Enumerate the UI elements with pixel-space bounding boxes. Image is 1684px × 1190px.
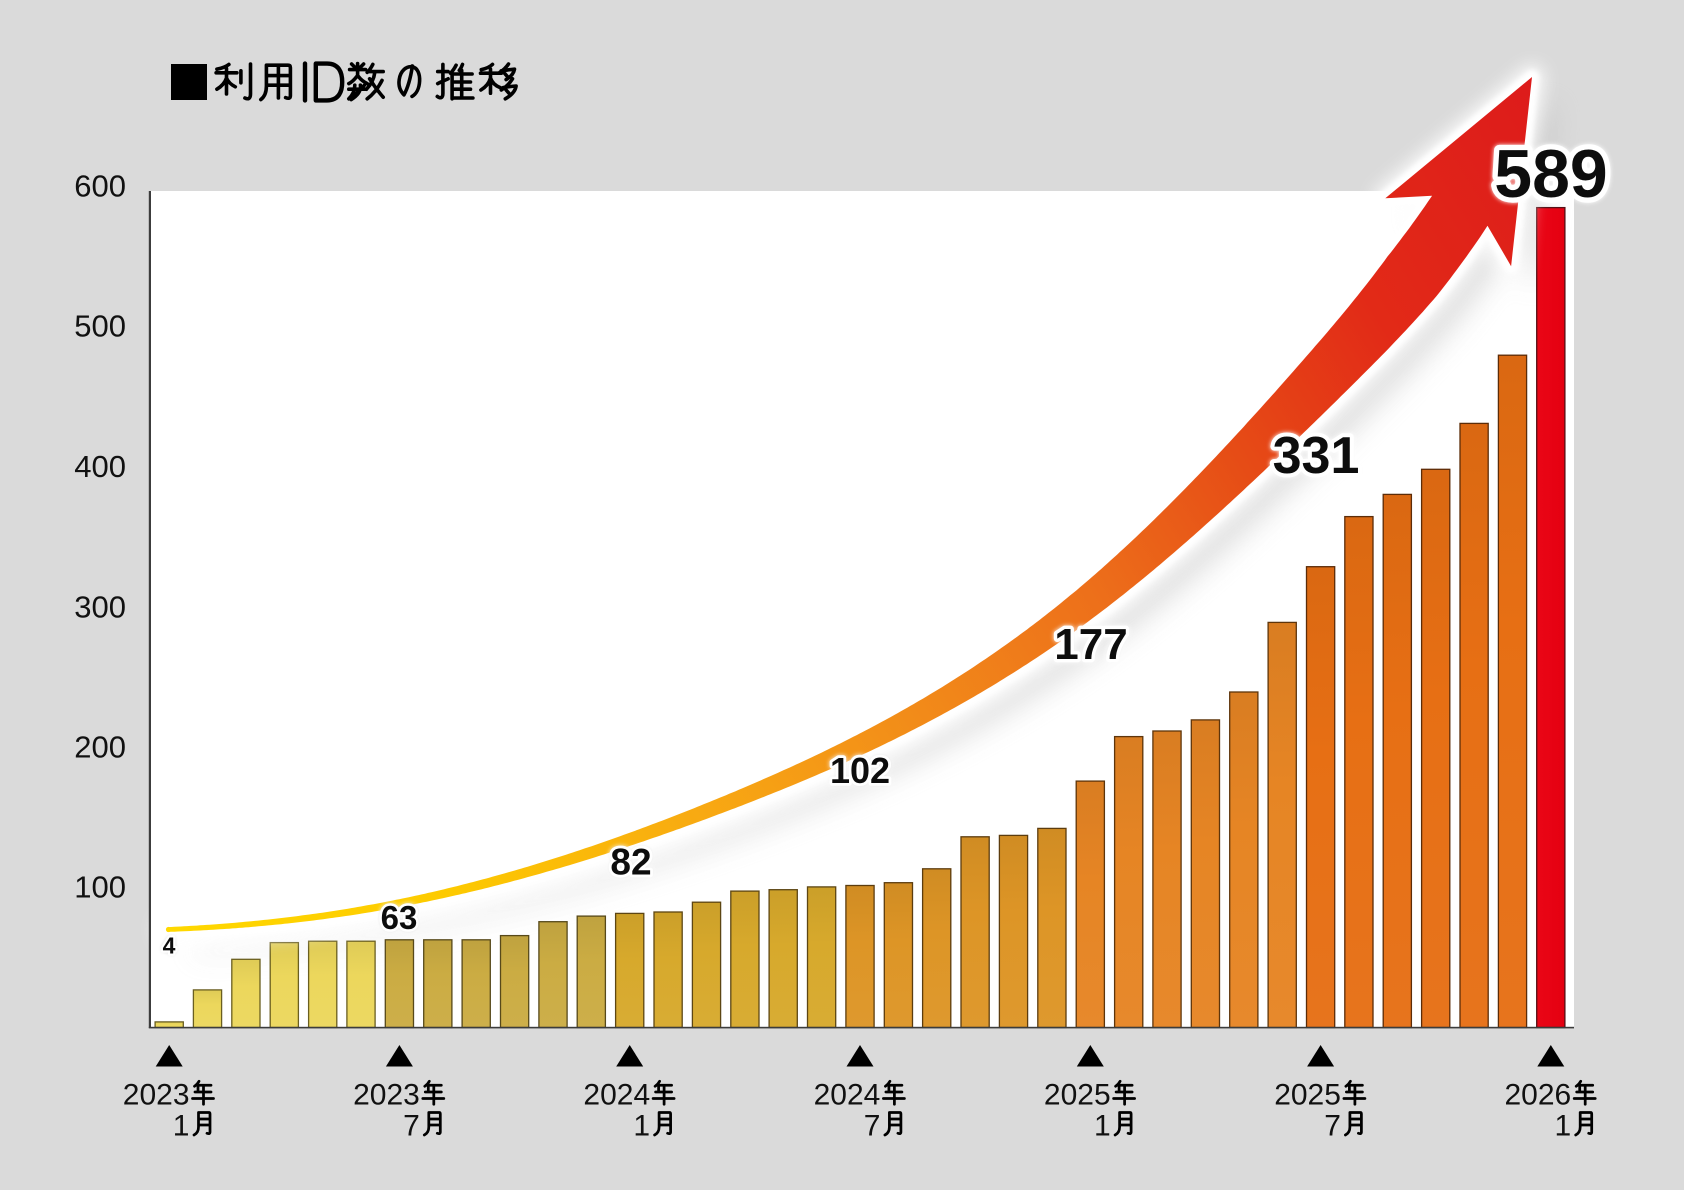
svg-text:2026: 2026 <box>1505 1079 1572 1112</box>
svg-text:102: 102 <box>830 750 890 791</box>
svg-text:200: 200 <box>74 730 126 765</box>
svg-text:100: 100 <box>74 870 126 905</box>
svg-text:7: 7 <box>403 1110 420 1143</box>
svg-text:1: 1 <box>1555 1110 1572 1143</box>
svg-text:331: 331 <box>1273 427 1360 485</box>
svg-text:2025: 2025 <box>1044 1079 1111 1112</box>
svg-text:300: 300 <box>74 590 126 625</box>
svg-text:2024: 2024 <box>814 1079 881 1112</box>
svg-text:589: 589 <box>1494 136 1607 212</box>
svg-text:63: 63 <box>381 899 418 936</box>
svg-text:400: 400 <box>74 449 126 484</box>
svg-text:7: 7 <box>864 1110 881 1143</box>
svg-text:82: 82 <box>610 842 651 883</box>
svg-text:1: 1 <box>1094 1110 1111 1143</box>
svg-text:7: 7 <box>1324 1110 1341 1143</box>
svg-text:2023: 2023 <box>123 1079 190 1112</box>
svg-text:600: 600 <box>74 169 126 204</box>
svg-text:1: 1 <box>173 1110 190 1143</box>
svg-text:500: 500 <box>74 309 126 344</box>
svg-text:4: 4 <box>163 932 176 958</box>
svg-text:2025: 2025 <box>1274 1079 1341 1112</box>
svg-text:177: 177 <box>1054 620 1127 669</box>
svg-text:2023: 2023 <box>353 1079 420 1112</box>
svg-text:1: 1 <box>633 1110 650 1143</box>
svg-text:2024: 2024 <box>583 1079 650 1112</box>
